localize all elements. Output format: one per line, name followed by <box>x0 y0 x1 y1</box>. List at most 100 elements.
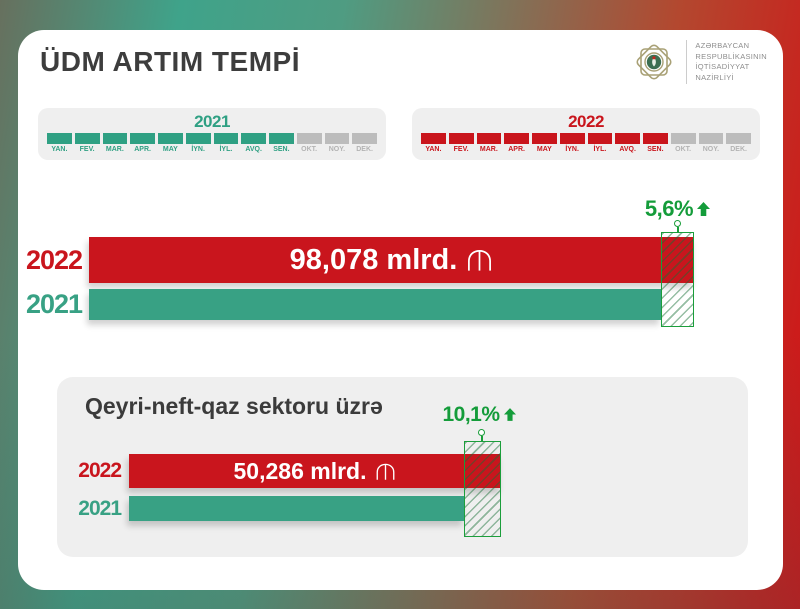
timeline-2021-year: 2021 <box>194 112 230 131</box>
month-column: SEN. <box>269 132 294 153</box>
month-segment <box>421 132 446 144</box>
timeline-2021: 2021 YAN. FEV. MAR. APR. MAY İYN. İYL. AVQ. SEN.… <box>38 108 386 160</box>
up-arrow-icon <box>697 202 711 216</box>
month-label: FEV. <box>79 145 95 153</box>
ministry-name-line: NAZİRLİYİ <box>695 72 734 82</box>
non-oil-year-label-2021: 2021 <box>78 497 122 520</box>
infographic-card: ÜDM ARTIM TEMPİ AZƏRBAYCAN RESPUBLİKASIN… <box>18 30 783 590</box>
timeline-2022-year: 2022 <box>568 112 604 131</box>
month-segment <box>670 132 696 144</box>
non-oil-panel: Qeyri-neft-qaz sektoru üzrə 10,1% 2022 5… <box>57 377 748 557</box>
non-oil-year-label-2022: 2022 <box>78 459 122 482</box>
gdp-pin-dot-icon <box>674 220 681 227</box>
month-column: OKT. <box>670 132 696 153</box>
month-column: İYN. <box>559 132 585 153</box>
month-column: SEN. <box>643 132 668 153</box>
month-segment <box>726 132 751 144</box>
gdp-pin-stem <box>677 227 679 233</box>
month-column: MAY <box>532 132 557 153</box>
month-label: MAY <box>536 145 552 153</box>
month-label: APR. <box>134 145 151 153</box>
month-column: İYN. <box>185 132 211 153</box>
month-column: MAY <box>158 132 183 153</box>
month-segment <box>504 132 529 144</box>
month-segment <box>130 132 155 144</box>
ministry-name-line: AZƏRBAYCAN <box>695 41 750 50</box>
non-oil-growth-hatch <box>464 441 501 537</box>
month-segment <box>296 132 322 144</box>
month-label: DEK. <box>730 145 747 153</box>
ministry-name: AZƏRBAYCAN RESPUBLİKASININ İQTİSADİYYAT … <box>695 41 767 83</box>
non-oil-bar-2021 <box>129 496 464 521</box>
month-segment <box>559 132 585 144</box>
month-label: İYN. <box>565 145 579 153</box>
month-segment <box>698 132 724 144</box>
page-title: ÜDM ARTIM TEMPİ <box>40 46 300 77</box>
month-segment <box>47 132 72 144</box>
month-label: SEN. <box>273 145 290 153</box>
non-oil-bar-2022: 50,286 mlrd. <box>129 454 501 488</box>
timeline-2022-months: YAN. FEV. MAR. APR. MAY İYN. İYL. AVQ. SEN. OKT. N… <box>421 132 751 153</box>
gdp-year-label-2022: 2022 <box>26 245 83 275</box>
month-segment <box>643 132 668 144</box>
month-column: AVQ. <box>615 132 640 153</box>
month-column: APR. <box>504 132 529 153</box>
timeline-2021-months: YAN. FEV. MAR. APR. MAY İYN. İYL. AVQ. SEN. OKT. N… <box>47 132 377 153</box>
month-label: NOY. <box>328 145 346 153</box>
gdp-value-text: 98,078 mlrd. <box>289 243 458 276</box>
timeline-2022: 2022 YAN. FEV. MAR. APR. MAY İYN. İYL. AVQ. SEN.… <box>412 108 760 160</box>
gdp-bar-2021 <box>89 289 661 320</box>
month-label: MAR. <box>479 145 498 153</box>
up-arrow-icon <box>503 408 516 421</box>
ministry-name-line: İQTİSADİYYAT <box>695 62 750 71</box>
month-segment <box>587 132 613 144</box>
month-label: OKT. <box>301 145 318 153</box>
non-oil-pin-stem <box>481 436 483 441</box>
ministry-logo: AZƏRBAYCAN RESPUBLİKASININ İQTİSADİYYAT … <box>630 38 767 86</box>
month-segment <box>615 132 640 144</box>
non-oil-value-2022: 50,286 mlrd. <box>129 454 501 488</box>
month-column: İYL. <box>587 132 613 153</box>
gdp-growth-label: 5,6% <box>630 196 725 222</box>
non-oil-title: Qeyri-neft-qaz sektoru üzrə <box>85 393 383 419</box>
month-segment <box>158 132 183 144</box>
month-segment <box>102 132 128 144</box>
month-column: YAN. <box>421 132 446 153</box>
month-column: APR. <box>130 132 155 153</box>
non-oil-growth-label: 10,1% <box>429 403 529 427</box>
month-label: İYL. <box>219 145 233 153</box>
month-segment <box>324 132 350 144</box>
month-label: SEN. <box>647 145 664 153</box>
month-label: YAN. <box>51 145 68 153</box>
month-label: NOY. <box>702 145 720 153</box>
month-segment <box>241 132 266 144</box>
month-segment <box>269 132 294 144</box>
month-label: APR. <box>508 145 525 153</box>
non-oil-pin-dot-icon <box>478 429 485 436</box>
month-label: AVQ. <box>245 145 262 153</box>
month-column: MAR. <box>102 132 128 153</box>
ministry-emblem-icon <box>636 44 672 80</box>
month-column: FEV. <box>74 132 100 153</box>
gdp-year-label-2021: 2021 <box>26 289 83 319</box>
gdp-growth-value: 5,6% <box>644 196 694 221</box>
month-segment <box>213 132 239 144</box>
month-column: DEK. <box>352 132 377 153</box>
month-label: İYL. <box>593 145 607 153</box>
month-segment <box>448 132 474 144</box>
month-segment <box>532 132 557 144</box>
month-label: OKT. <box>675 145 692 153</box>
month-segment <box>74 132 100 144</box>
month-label: MAY <box>162 145 178 153</box>
non-oil-value-text: 50,286 mlrd. <box>233 457 367 484</box>
month-column: MAR. <box>476 132 502 153</box>
month-column: OKT. <box>296 132 322 153</box>
gdp-growth-hatch <box>661 232 694 327</box>
logo-divider <box>686 40 688 84</box>
month-label: MAR. <box>105 145 124 153</box>
month-label: İYN. <box>191 145 205 153</box>
month-label: AVQ. <box>619 145 636 153</box>
month-segment <box>185 132 211 144</box>
month-column: DEK. <box>726 132 751 153</box>
non-oil-growth-value: 10,1% <box>442 403 500 426</box>
